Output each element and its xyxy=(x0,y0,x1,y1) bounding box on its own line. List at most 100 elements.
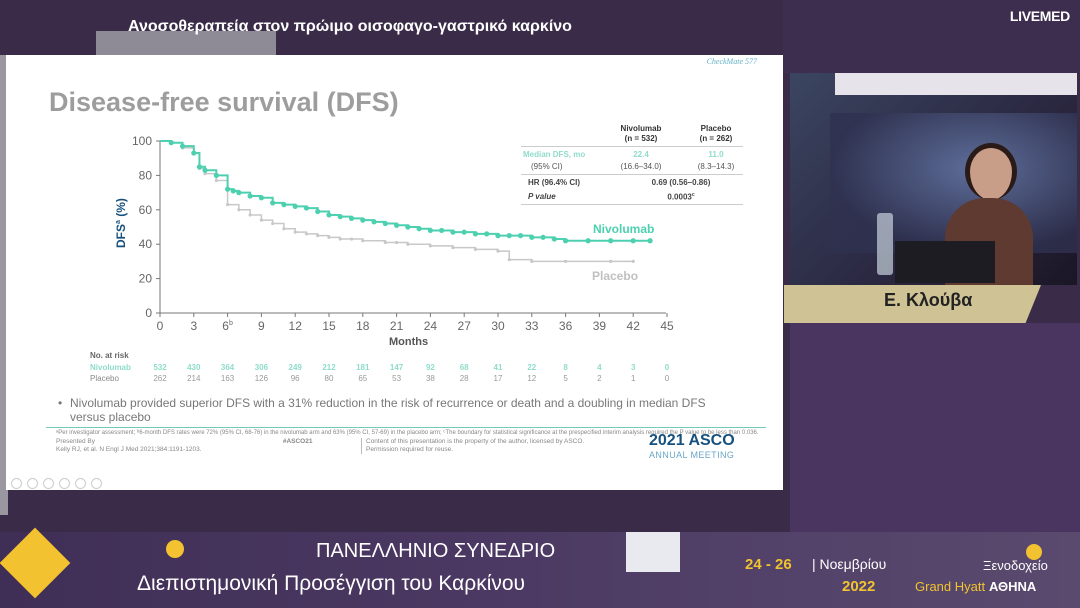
venue-city: ΑΘΗΝΑ xyxy=(989,579,1037,594)
placebo-censor-mark xyxy=(428,244,432,248)
nivolumab-censor-mark xyxy=(450,229,456,235)
zoom-icon[interactable] xyxy=(75,478,86,489)
risk-nivolumab-cell: 364 xyxy=(220,363,235,372)
video-logo-bar xyxy=(835,73,1077,95)
nivolumab-censor-mark xyxy=(630,238,636,244)
placebo-censor-mark xyxy=(203,172,207,176)
nivolumab-censor-mark xyxy=(281,202,287,208)
nivolumab-censor-mark xyxy=(196,164,203,170)
placebo-series-label: Placebo xyxy=(592,269,638,283)
venue-label: Ξενοδοχείο xyxy=(983,558,1048,573)
x-tick-label: 36 xyxy=(559,319,573,333)
prev-icon[interactable] xyxy=(11,478,22,489)
x-tick-label: 0 xyxy=(157,319,164,333)
pvalue-number: 0.0003 xyxy=(667,192,692,202)
y-axis-label-main: DFS xyxy=(114,224,128,248)
copyright-2: Permission required for reuse. xyxy=(366,446,454,453)
x-tick-sup: b xyxy=(229,320,233,327)
nivolumab-censor-mark xyxy=(382,220,388,227)
footnote: ᵃPer investigator assessment; ᵇ6-month D… xyxy=(56,430,759,436)
nivolumab-censor-mark xyxy=(540,234,546,240)
placebo-censor-mark xyxy=(507,258,511,262)
speaker-video xyxy=(790,73,1077,285)
pvalue-label: P value xyxy=(528,192,556,201)
hr-label: HR (96.4% CI) xyxy=(528,178,581,187)
reference: Presented By #ASCO21 Kelly RJ, et al. N … xyxy=(56,438,312,454)
risk-placebo-cell: 0 xyxy=(664,374,670,383)
placebo-censor-mark xyxy=(316,234,320,238)
placebo-censor-mark xyxy=(361,239,365,243)
nivolumab-censor-mark xyxy=(517,233,524,239)
x-tick-label: 24 xyxy=(424,319,438,333)
nivolumab-censor-mark xyxy=(563,238,569,244)
x-tick-label: 39 xyxy=(593,319,607,333)
banner-yellow-dot xyxy=(166,540,184,558)
x-tick-label: 45 xyxy=(660,319,674,333)
nivolumab-censor-mark xyxy=(230,188,236,194)
nivolumab-censor-mark xyxy=(303,205,310,211)
speaker-name-plate xyxy=(784,285,1041,323)
venue-name: Grand Hyatt xyxy=(915,579,986,594)
risk-nivolumab-cell: 0 xyxy=(664,363,670,372)
nivolumab-censor-mark xyxy=(484,231,490,237)
presented-by: Presented By xyxy=(56,438,96,445)
median-niv: 22.4 xyxy=(633,150,649,159)
risk-niv-label: Nivolumab xyxy=(90,363,131,372)
y-axis-label: DFSa (%) xyxy=(114,198,128,248)
presentation-slide: CheckMate 577 Disease-free survival (DFS… xyxy=(6,55,783,490)
placebo-censor-mark xyxy=(530,259,534,263)
col2-head: Placebo xyxy=(700,124,732,133)
y-tick-label: 100 xyxy=(132,134,152,148)
risk-pla-label: Placebo xyxy=(90,374,119,383)
y-tick-label: 40 xyxy=(139,237,153,251)
grid-icon[interactable] xyxy=(59,478,70,489)
table-divider-3 xyxy=(521,204,743,205)
ci-pla: (8.3–14.3) xyxy=(697,162,735,171)
placebo-censor-mark xyxy=(259,218,263,222)
asco-logo-meeting: ANNUAL MEETING xyxy=(649,450,735,460)
next-icon[interactable] xyxy=(27,478,38,489)
hashtag: #ASCO21 xyxy=(282,438,313,445)
placebo-censor-mark xyxy=(271,221,275,226)
col1-head: Nivolumab xyxy=(620,124,662,133)
nivolumab-censor-mark xyxy=(225,186,231,192)
conference-banner xyxy=(0,527,1080,608)
nivolumab-censor-mark xyxy=(236,190,242,196)
risk-nivolumab-cell: 430 xyxy=(187,363,201,372)
nivolumab-censor-mark xyxy=(495,233,501,239)
risk-nivolumab-cell: 306 xyxy=(254,363,269,372)
copyright-1: Content of this presentation is the prop… xyxy=(366,438,585,445)
placebo-censor-mark xyxy=(248,213,252,217)
banner-white-shape xyxy=(626,532,680,572)
y-tick-label: 20 xyxy=(139,272,153,286)
bg-grey-panel-left xyxy=(0,55,8,515)
placebo-censor-mark xyxy=(293,230,297,234)
risk-placebo-cell: 96 xyxy=(290,374,300,383)
risk-placebo-cell: 262 xyxy=(153,374,167,383)
conference-title: ΠΑΝΕΛΛΗΝΙΟ ΣΥΝΕΔΡΙΟ xyxy=(316,540,556,562)
ci-label: (95% CI) xyxy=(531,162,563,171)
speaker-laptop xyxy=(895,241,995,283)
x-tick-label: 3 xyxy=(190,319,197,333)
x-tick-label: 9 xyxy=(258,319,265,333)
bg-dark-right xyxy=(783,0,1080,73)
x-tick-label: 21 xyxy=(390,319,404,333)
risk-nivolumab-cell: 4 xyxy=(597,363,602,372)
risk-header: No. at risk xyxy=(90,351,129,360)
median-pla: 11.0 xyxy=(708,150,724,159)
slide-controls xyxy=(11,478,102,489)
nivolumab-censor-mark xyxy=(608,238,614,244)
nivolumab-censor-mark xyxy=(416,226,422,232)
y-axis-label-sup: a xyxy=(115,220,122,224)
risk-placebo-cell: 163 xyxy=(220,374,235,383)
risk-placebo-cell: 12 xyxy=(527,374,537,383)
conference-dates: 24 - 26 xyxy=(745,556,792,573)
more-icon[interactable] xyxy=(91,478,102,489)
pen-icon[interactable] xyxy=(43,478,54,489)
nivolumab-censor-mark xyxy=(551,236,557,242)
x-tick-label: 18 xyxy=(356,319,370,333)
risk-placebo-cell: 5 xyxy=(563,374,568,383)
nivolumab-censor-mark xyxy=(315,208,321,215)
risk-nivolumab-cell: 249 xyxy=(288,363,302,372)
